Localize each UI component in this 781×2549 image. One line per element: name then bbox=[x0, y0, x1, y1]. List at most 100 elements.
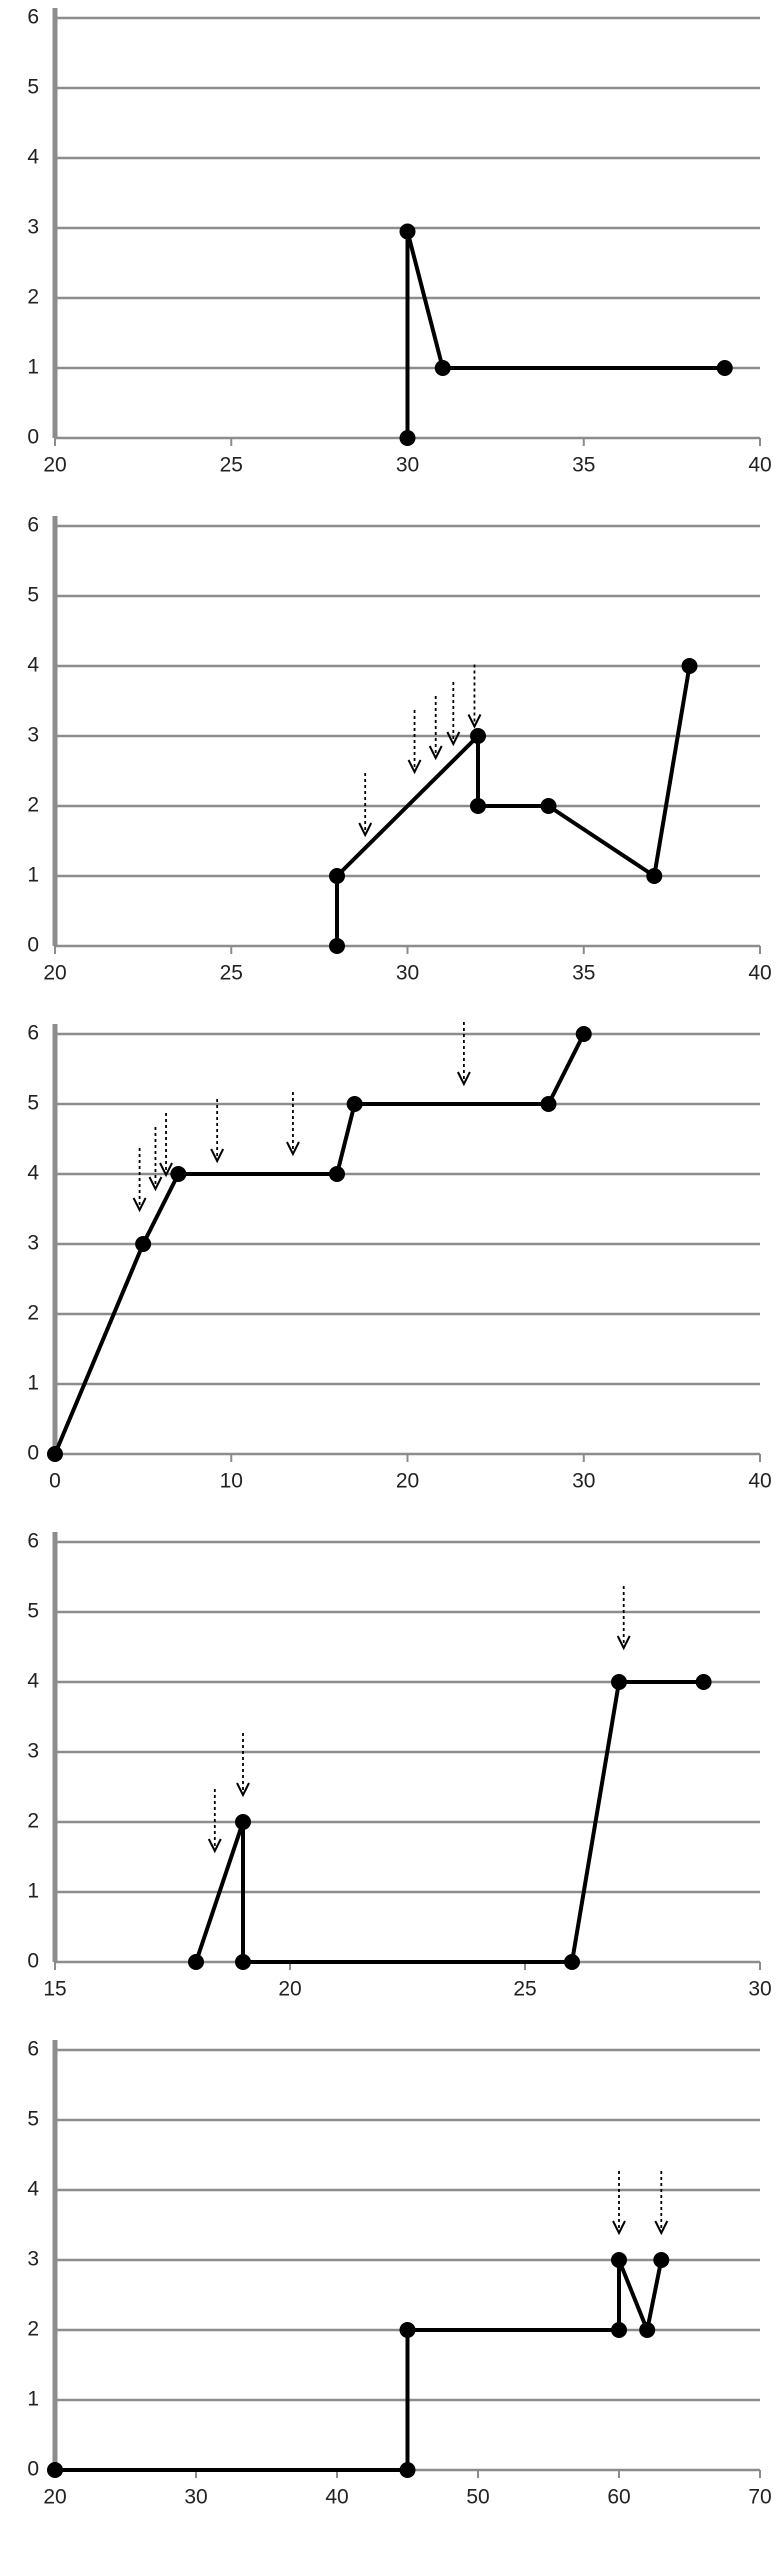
arrow-head bbox=[148, 1176, 163, 1192]
y-tick-label: 6 bbox=[27, 6, 39, 29]
x-tick-label: 20 bbox=[278, 1978, 301, 2001]
arrow bbox=[210, 1099, 225, 1164]
point bbox=[47, 1446, 63, 1462]
y-tick-label: 6 bbox=[27, 1530, 39, 1553]
point bbox=[653, 2252, 670, 2268]
y-tick-label: 5 bbox=[27, 584, 39, 607]
series-line bbox=[405, 229, 725, 438]
arrow-head bbox=[616, 1635, 631, 1651]
y-tick-label: 4 bbox=[27, 1162, 39, 1185]
y-tick-label: 1 bbox=[27, 1372, 39, 1395]
point bbox=[399, 430, 416, 446]
point bbox=[399, 223, 416, 240]
arrow-head bbox=[457, 1071, 471, 1087]
y-tick-label: 4 bbox=[27, 1670, 39, 1693]
y-tick-label: 0 bbox=[27, 426, 39, 449]
point bbox=[611, 2322, 627, 2338]
arrow-head bbox=[428, 745, 443, 761]
y-tick-label: 6 bbox=[27, 514, 39, 537]
arrow bbox=[148, 1127, 163, 1192]
x-tick-label: 20 bbox=[43, 2486, 66, 2509]
y-tick-label: 2 bbox=[27, 794, 39, 817]
y-tick-label: 0 bbox=[27, 2458, 39, 2481]
point bbox=[170, 1166, 187, 1182]
y-tick-label: 2 bbox=[27, 286, 39, 309]
arrow-head bbox=[446, 731, 461, 747]
y-tick-label: 4 bbox=[27, 654, 39, 677]
y-tick-label: 5 bbox=[27, 1600, 39, 1623]
panel: 0 1 2 3 4 5 6 20 25 30 35 40 bbox=[27, 6, 771, 477]
x-tick-label: 50 bbox=[466, 2486, 489, 2509]
point bbox=[399, 2322, 416, 2338]
y-tick-label: 1 bbox=[27, 356, 39, 379]
point bbox=[540, 1096, 557, 1112]
arrow-head bbox=[467, 714, 482, 729]
arrow-head bbox=[358, 822, 373, 838]
arrow-head bbox=[210, 1148, 225, 1164]
y-tick-label: 1 bbox=[27, 1880, 39, 1903]
y-tick-label: 0 bbox=[27, 1950, 39, 1973]
y-tick-label: 3 bbox=[27, 724, 39, 747]
arrow bbox=[207, 1789, 222, 1854]
x-tick-label: 20 bbox=[43, 962, 66, 985]
arrow-head bbox=[132, 1197, 147, 1213]
arrow bbox=[358, 773, 373, 838]
x-tick-label: 35 bbox=[572, 962, 595, 985]
y-tick-label: 4 bbox=[27, 2178, 39, 2201]
y-tick-label: 6 bbox=[27, 1022, 39, 1045]
arrow bbox=[132, 1148, 147, 1213]
x-tick-label: 60 bbox=[607, 2486, 630, 2509]
x-tick-label: 25 bbox=[220, 454, 243, 477]
y-tick-label: 2 bbox=[27, 1810, 39, 1833]
point bbox=[540, 798, 557, 814]
panel: 0 1 2 3 4 5 6 15 20 25 30 bbox=[27, 1530, 771, 2001]
point bbox=[329, 1166, 345, 1182]
point bbox=[329, 938, 345, 954]
point bbox=[399, 2462, 416, 2478]
arrow bbox=[407, 710, 422, 775]
y-tick-label: 3 bbox=[27, 2248, 39, 2271]
y-tick-label: 2 bbox=[27, 1302, 39, 1325]
x-tick-label: 70 bbox=[748, 2486, 771, 2509]
arrow bbox=[159, 1113, 173, 1178]
point bbox=[470, 728, 486, 744]
x-tick-label: 25 bbox=[220, 962, 243, 985]
y-tick-label: 2 bbox=[27, 2318, 39, 2341]
x-tick-label: 30 bbox=[184, 2486, 207, 2509]
x-tick-label: 40 bbox=[748, 962, 771, 985]
point bbox=[695, 1674, 712, 1690]
y-tick-label: 5 bbox=[27, 1092, 39, 1115]
point bbox=[639, 2322, 656, 2338]
panel: 0 1 2 3 4 5 6 0 10 20 30 40 bbox=[27, 1022, 771, 1493]
arrow bbox=[612, 2171, 626, 2236]
x-tick-label: 35 bbox=[572, 454, 595, 477]
point bbox=[235, 1814, 251, 1830]
x-tick-label: 15 bbox=[43, 1978, 66, 2001]
point bbox=[235, 1954, 251, 1970]
point bbox=[135, 1236, 152, 1252]
y-tick-label: 6 bbox=[27, 2038, 39, 2061]
point bbox=[564, 1954, 580, 1970]
x-tick-label: 25 bbox=[513, 1978, 536, 2001]
arrow bbox=[428, 696, 443, 761]
arrow-head bbox=[612, 2220, 626, 2236]
point bbox=[611, 2252, 627, 2268]
arrow bbox=[446, 682, 461, 747]
x-tick-label: 30 bbox=[572, 1470, 595, 1493]
y-tick-label: 5 bbox=[27, 2108, 39, 2131]
point bbox=[47, 2462, 63, 2478]
y-tick-label: 1 bbox=[27, 2388, 39, 2411]
x-tick-label: 0 bbox=[49, 1470, 61, 1493]
arrow-head bbox=[236, 1782, 250, 1798]
arrow bbox=[286, 1092, 300, 1157]
point bbox=[681, 658, 698, 674]
series-line bbox=[194, 1680, 704, 1964]
y-tick-label: 0 bbox=[27, 1442, 39, 1465]
x-tick-label: 40 bbox=[325, 2486, 348, 2509]
y-tick-label: 1 bbox=[27, 864, 39, 887]
x-tick-label: 20 bbox=[43, 454, 66, 477]
point bbox=[575, 1026, 592, 1042]
point bbox=[346, 1096, 363, 1112]
